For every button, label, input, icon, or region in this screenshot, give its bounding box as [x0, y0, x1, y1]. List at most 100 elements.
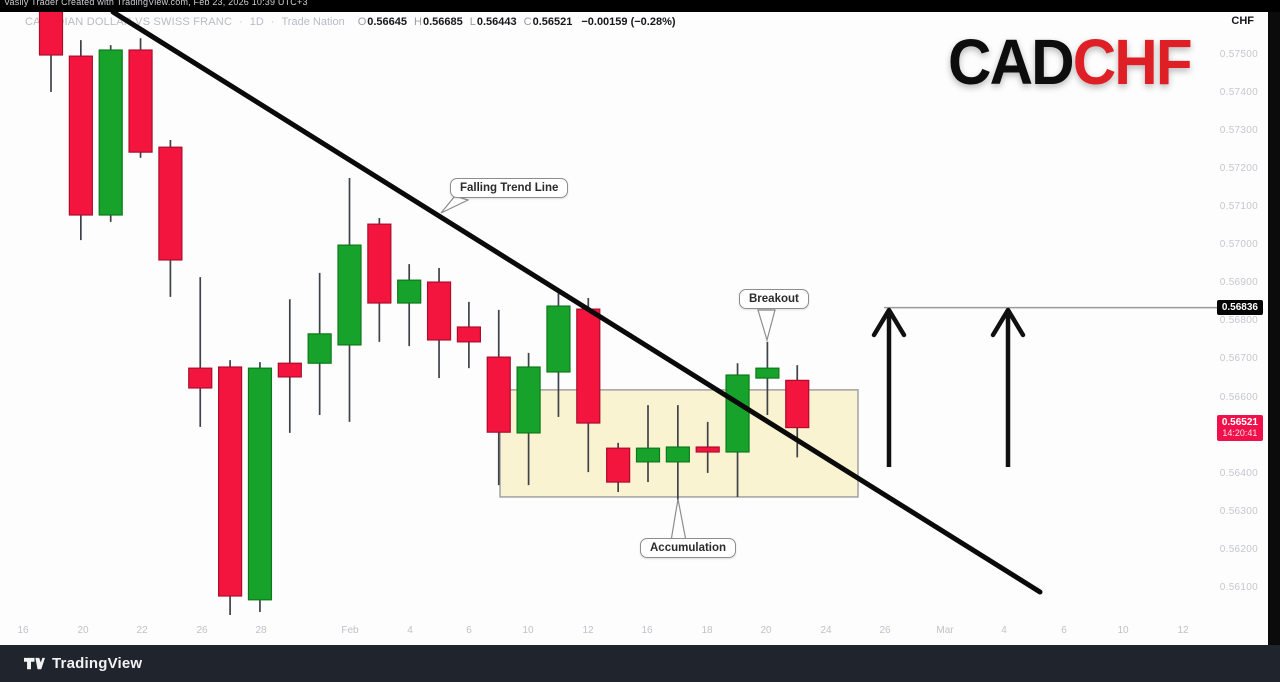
price-tick-label: 0.57300	[1219, 124, 1258, 136]
candle-body	[695, 446, 720, 453]
axis-currency-label: CHF	[1231, 15, 1254, 27]
candle-body	[516, 366, 541, 434]
candle-body	[38, 12, 64, 56]
candle-body	[247, 367, 273, 601]
price-tick-label: 0.56100	[1219, 582, 1258, 593]
candlestick-plot[interactable]	[0, 12, 1268, 645]
time-tick-label: 22	[136, 625, 148, 636]
candle-15	[486, 309, 511, 486]
candle-24	[755, 341, 780, 416]
high-label: H	[414, 16, 422, 28]
candle-body	[337, 244, 362, 346]
candle-16	[516, 352, 541, 486]
price-tick-label: 0.56800	[1219, 315, 1258, 327]
last-price-value: 0.56521	[1221, 416, 1258, 428]
candle-body	[426, 281, 452, 341]
candle-body	[218, 366, 243, 597]
breakout-label[interactable]: Breakout	[739, 289, 809, 309]
open-value: 0.56645	[367, 16, 408, 28]
time-tick-label: 4	[1001, 625, 1007, 636]
candle-17	[546, 290, 571, 417]
price-tick-label: 0.57000	[1219, 239, 1258, 251]
candle-body	[277, 362, 302, 378]
time-tick-label: 6	[466, 625, 472, 636]
close-label: C	[523, 16, 532, 28]
tradingview-logo[interactable]: TradingView	[24, 655, 142, 672]
candle-10	[337, 178, 362, 422]
candle-body	[68, 55, 93, 216]
candle-0	[38, 12, 64, 92]
time-tick-label: 20	[77, 625, 89, 636]
data-feed-label[interactable]: Trade Nation	[281, 16, 345, 28]
candle-9	[307, 272, 332, 416]
candle-1	[68, 40, 93, 241]
time-tick-label: 18	[701, 625, 713, 636]
candle-body	[128, 49, 153, 153]
candle-body	[188, 367, 213, 389]
candle-body	[307, 333, 332, 364]
low-value: 0.56443	[476, 16, 517, 28]
candle-2	[98, 45, 123, 222]
open-label: O	[357, 16, 367, 28]
candle-body	[98, 49, 123, 216]
price-tick-label: 0.57100	[1219, 201, 1258, 212]
candle-body	[755, 367, 780, 379]
low-label: L	[469, 16, 476, 28]
candle-20	[635, 405, 661, 483]
candle-19	[606, 442, 631, 492]
time-tick-label: 16	[641, 625, 653, 636]
time-tick-label: 10	[1117, 625, 1129, 636]
candle-11	[367, 218, 392, 342]
candle-body	[665, 446, 690, 463]
candle-22	[695, 421, 720, 473]
falling-trend-line[interactable]	[110, 12, 1043, 595]
time-tick-label: 20	[760, 625, 772, 636]
candle-body	[576, 308, 601, 424]
top-attribution-bar: Vasily Trader Created with TradingView.c…	[0, 0, 1280, 12]
candle-body	[635, 447, 661, 463]
time-tick-label: 12	[582, 625, 594, 636]
accumulation-label[interactable]: Accumulation	[640, 538, 737, 558]
price-tick-label: 0.56700	[1219, 353, 1258, 365]
falling-trend-line-label[interactable]: Falling Trend Line	[450, 178, 569, 198]
candle-7	[247, 362, 273, 613]
candle-6	[218, 360, 243, 616]
logo-cad-text: CAD	[948, 26, 1075, 98]
up-arrow-head-2[interactable]	[990, 307, 1026, 338]
separator: ·	[239, 16, 243, 28]
candle-8	[277, 299, 302, 433]
high-value: 0.56685	[422, 16, 463, 28]
candle-4	[158, 139, 183, 297]
price-tick-label: 0.57500	[1219, 48, 1258, 60]
candle-body	[606, 447, 631, 483]
breakout-label-tail	[757, 309, 776, 343]
time-tick-label: 28	[255, 625, 267, 636]
price-tick-label: 0.56600	[1219, 391, 1258, 403]
candle-5	[188, 277, 213, 427]
price-tick-label: 0.57200	[1219, 162, 1258, 174]
up-arrow-head-1[interactable]	[871, 307, 907, 338]
accumulation-label-tail	[670, 498, 687, 542]
candle-23	[725, 363, 750, 497]
time-tick-label: 26	[196, 625, 208, 636]
candle-body	[486, 356, 511, 433]
price-tick-label: 0.56200	[1219, 543, 1258, 555]
time-tick-label: 26	[879, 625, 891, 636]
time-tick-label: Mar	[936, 625, 954, 636]
timeframe-label[interactable]: 1D	[249, 16, 264, 28]
breakout-price-value: 0.56836	[1221, 301, 1258, 313]
change-value: −0.00159 (−0.28%)	[581, 16, 676, 28]
close-value: 0.56521	[532, 16, 573, 28]
logo-chf-text: CHF	[1072, 26, 1193, 98]
candle-3	[128, 38, 153, 158]
time-tick-label: 6	[1061, 625, 1067, 636]
breakout-price-tag: 0.56836	[1216, 299, 1263, 315]
chart-area[interactable]: CANADIAN DOLLAR VS SWISS FRANC · 1D · Tr…	[0, 12, 1268, 645]
candle-13	[426, 267, 452, 379]
separator: ·	[270, 16, 275, 28]
time-tick-label: 10	[522, 625, 534, 636]
footer-bar: TradingView	[0, 645, 1280, 682]
bar-countdown: 14:20:41	[1222, 427, 1258, 438]
time-tick-label: 24	[820, 625, 832, 636]
tradingview-logo-icon	[24, 657, 45, 670]
